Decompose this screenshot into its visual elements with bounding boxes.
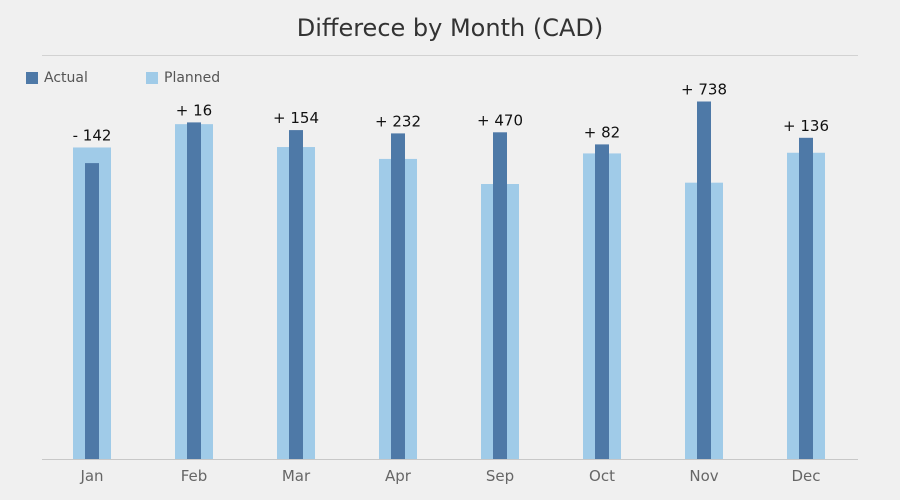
bar-actual-sep[interactable] bbox=[493, 132, 507, 460]
x-tick-label-jan: Jan bbox=[79, 467, 103, 485]
legend-swatch-actual bbox=[26, 72, 38, 84]
data-label-feb: + 16 bbox=[176, 101, 212, 119]
data-label-jan: - 142 bbox=[73, 126, 112, 144]
data-label-dec: + 136 bbox=[783, 117, 829, 135]
legend-swatch-planned bbox=[146, 72, 158, 84]
data-label-mar: + 154 bbox=[273, 109, 319, 127]
bar-actual-oct[interactable] bbox=[595, 144, 609, 459]
data-label-apr: + 232 bbox=[375, 112, 421, 130]
legend-label-planned: Planned bbox=[164, 70, 221, 86]
data-label-oct: + 82 bbox=[584, 123, 620, 141]
x-tick-label-feb: Feb bbox=[181, 467, 208, 485]
legend-label-actual: Actual bbox=[44, 70, 88, 86]
x-tick-label-oct: Oct bbox=[589, 467, 615, 485]
bar-actual-nov[interactable] bbox=[697, 101, 711, 460]
bar-actual-mar[interactable] bbox=[289, 130, 303, 459]
bar-actual-feb[interactable] bbox=[187, 122, 201, 460]
title-divider bbox=[42, 55, 858, 56]
data-label-nov: + 738 bbox=[681, 81, 727, 99]
x-tick-label-nov: Nov bbox=[689, 467, 718, 485]
bar-actual-jan[interactable] bbox=[85, 163, 99, 459]
x-tick-label-dec: Dec bbox=[791, 467, 820, 485]
x-tick-label-sep: Sep bbox=[486, 467, 514, 485]
x-tick-label-mar: Mar bbox=[282, 467, 311, 485]
x-tick-label-apr: Apr bbox=[385, 467, 412, 485]
chart-title: Differece by Month (CAD) bbox=[296, 14, 604, 42]
bar-actual-apr[interactable] bbox=[391, 133, 405, 459]
bar-actual-dec[interactable] bbox=[799, 137, 813, 460]
data-label-sep: + 470 bbox=[477, 111, 523, 129]
